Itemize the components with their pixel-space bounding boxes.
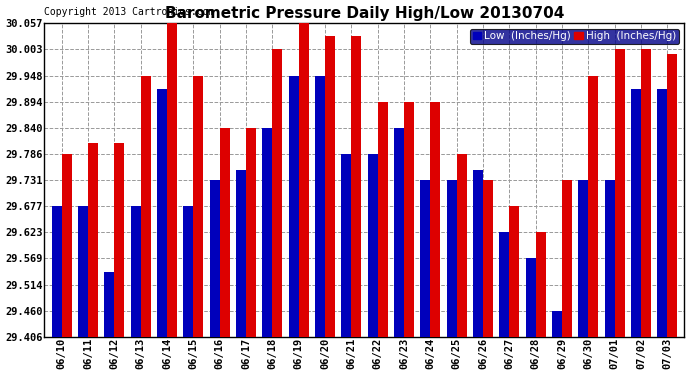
Bar (184, 206, 193, 337)
Bar (500, 232, 509, 337)
Bar (115, 143, 124, 337)
Bar (368, 154, 377, 337)
Bar (483, 180, 493, 337)
Bar (457, 154, 466, 337)
Bar (641, 49, 651, 337)
Bar (236, 170, 246, 337)
Bar (342, 154, 351, 337)
Bar (325, 36, 335, 337)
Bar (473, 170, 483, 337)
Bar (315, 76, 325, 337)
Bar (604, 180, 615, 337)
Bar (526, 258, 535, 337)
Bar (246, 128, 256, 337)
Bar (431, 102, 440, 337)
Bar (394, 128, 404, 337)
Bar (420, 180, 431, 337)
Bar (104, 272, 115, 337)
Bar (535, 232, 546, 337)
Text: Copyright 2013 Cartronics.com: Copyright 2013 Cartronics.com (44, 7, 215, 17)
Bar (562, 180, 572, 337)
Bar (130, 206, 141, 337)
Bar (446, 180, 457, 337)
Bar (210, 180, 219, 337)
Bar (578, 180, 589, 337)
Bar (404, 102, 414, 337)
Bar (61, 154, 72, 337)
Bar (262, 128, 273, 337)
Title: Barometric Pressure Daily High/Low 20130704: Barometric Pressure Daily High/Low 20130… (165, 6, 564, 21)
Bar (193, 76, 204, 337)
Bar (589, 76, 598, 337)
Bar (219, 128, 230, 337)
Bar (615, 49, 624, 337)
Legend: Low  (Inches/Hg), High  (Inches/Hg): Low (Inches/Hg), High (Inches/Hg) (471, 28, 678, 44)
Bar (377, 102, 388, 337)
Bar (288, 76, 299, 337)
Bar (52, 206, 61, 337)
Bar (78, 206, 88, 337)
Bar (631, 89, 641, 337)
Bar (141, 76, 150, 337)
Bar (658, 89, 667, 337)
Bar (273, 49, 282, 337)
Bar (552, 311, 562, 337)
Bar (667, 54, 678, 337)
Bar (509, 206, 520, 337)
Bar (157, 89, 167, 337)
Bar (167, 23, 177, 337)
Bar (299, 23, 308, 337)
Bar (88, 143, 98, 337)
Bar (351, 36, 362, 337)
